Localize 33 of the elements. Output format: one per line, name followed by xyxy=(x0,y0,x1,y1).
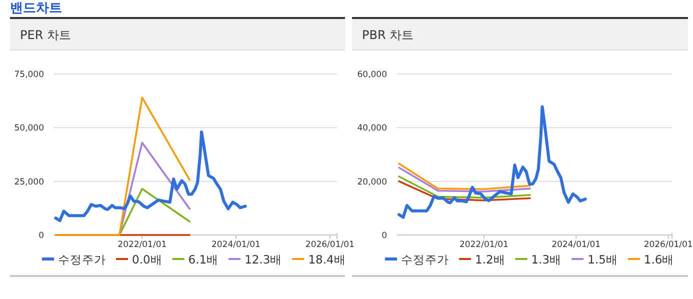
chart-title: PBR 차트 xyxy=(362,28,414,42)
x-tick-label: 2022/01/01 xyxy=(459,240,508,250)
line-series xyxy=(398,166,531,192)
line-series xyxy=(398,176,531,199)
chart-title: PER 차트 xyxy=(20,28,71,42)
x-tick-label: 2022/01/01 xyxy=(118,240,167,250)
legend-label: 1.3배 xyxy=(531,252,562,266)
text: 밴드차트 xyxy=(10,1,62,16)
line-series xyxy=(398,162,531,190)
y-tick-label: 25,000 xyxy=(14,177,44,188)
line-series xyxy=(54,130,247,222)
legend-label: 1.2배 xyxy=(475,252,506,266)
y-tick-label: 75,000 xyxy=(14,70,44,80)
legend-label: 18.4배 xyxy=(308,252,346,266)
x-tick-label: 2024/01/01 xyxy=(211,240,260,250)
legend-label: 수정주가 xyxy=(58,252,106,266)
x-tick-label: 2024/01/01 xyxy=(552,240,601,250)
y-tick-label: 40,000 xyxy=(357,124,387,134)
legend-label: 1.6배 xyxy=(644,252,674,266)
legend-label: 12.3배 xyxy=(244,252,282,266)
legend-label: 0.0배 xyxy=(132,252,162,266)
line-series xyxy=(398,105,587,219)
legend-label: 수정주가 xyxy=(401,252,449,266)
y-tick-label: 60,000 xyxy=(357,70,387,80)
line-series xyxy=(398,180,531,202)
y-tick-label: 20,000 xyxy=(357,177,387,188)
x-tick-label: 2026/01/01 xyxy=(305,240,354,250)
y-tick-label: 0 xyxy=(38,231,44,241)
y-tick-label: 50,000 xyxy=(14,124,44,134)
legend-label: 1.5배 xyxy=(588,252,618,266)
x-tick-label: 2026/01/01 xyxy=(644,240,693,250)
legend-label: 6.1배 xyxy=(188,252,219,266)
y-tick-label: 0 xyxy=(382,231,387,241)
